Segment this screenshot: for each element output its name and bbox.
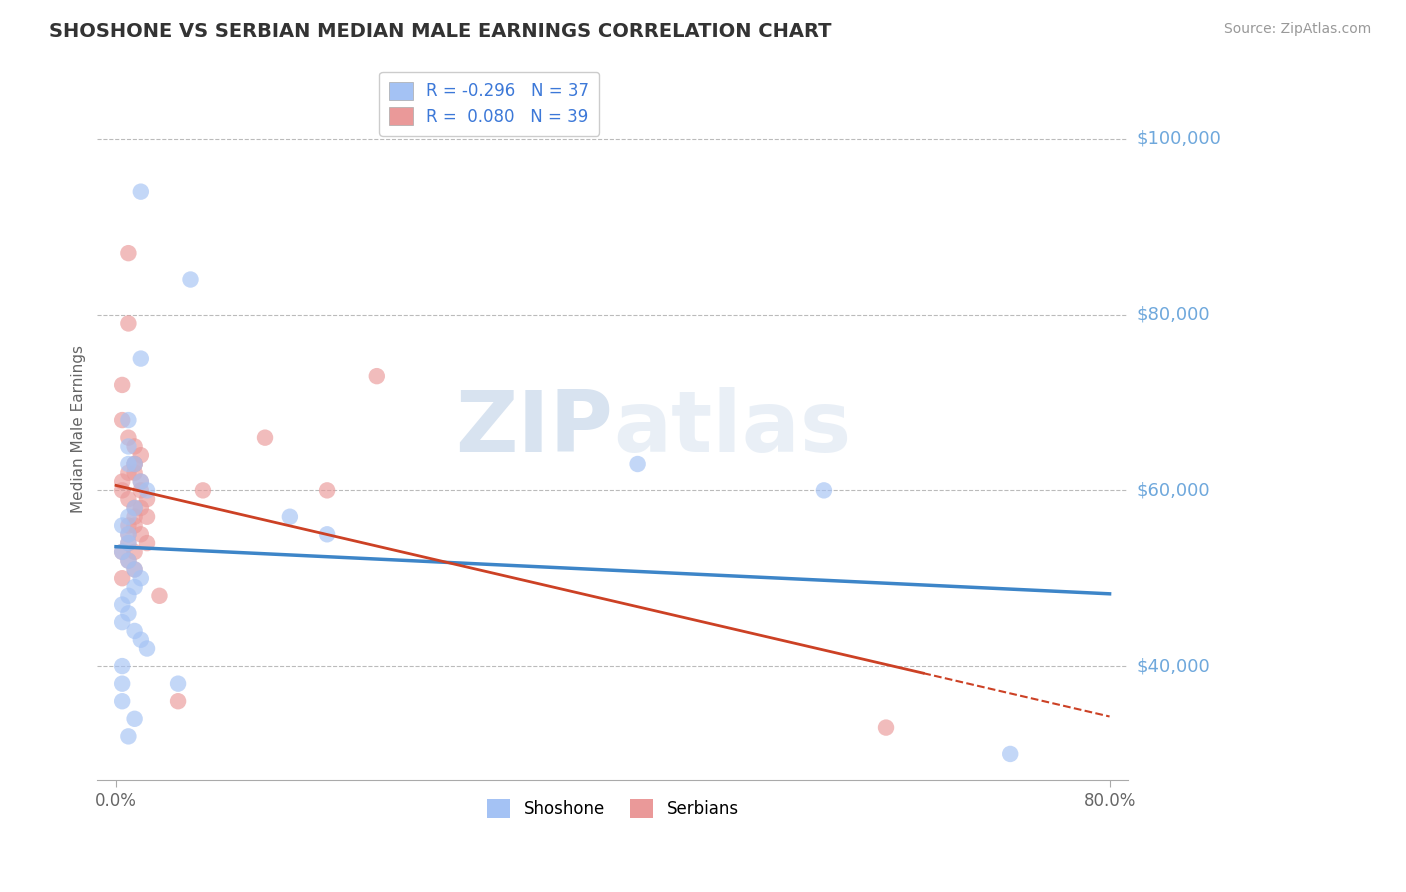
Point (117, 527, 139, 541)
Point (117, 518, 139, 533)
Point (111, 615, 134, 629)
Point (191, 483, 214, 498)
Point (167, 694, 190, 708)
Point (136, 509, 159, 524)
Text: ZIP: ZIP (456, 387, 613, 470)
Point (111, 659, 134, 673)
Point (111, 545, 134, 559)
Point (111, 475, 134, 489)
Point (117, 536, 139, 550)
Point (124, 439, 146, 453)
Point (124, 624, 146, 638)
Point (813, 483, 835, 498)
Point (136, 492, 159, 507)
Point (278, 509, 301, 524)
Point (124, 466, 146, 480)
Text: $40,000: $40,000 (1137, 657, 1211, 675)
Point (627, 457, 650, 471)
Point (136, 483, 159, 498)
Point (111, 598, 134, 612)
Point (129, 475, 152, 489)
Point (124, 457, 146, 471)
Point (316, 527, 339, 541)
Point (124, 457, 146, 471)
Point (124, 509, 146, 524)
Point (129, 448, 152, 462)
Point (124, 562, 146, 576)
Legend: Shoshone, Serbians: Shoshone, Serbians (481, 793, 745, 825)
Point (179, 272, 201, 286)
Point (124, 518, 146, 533)
Point (129, 185, 152, 199)
Point (253, 431, 276, 445)
Text: $100,000: $100,000 (1137, 130, 1222, 148)
Point (111, 518, 134, 533)
Point (117, 554, 139, 568)
Point (124, 580, 146, 594)
Point (117, 466, 139, 480)
Point (136, 641, 159, 656)
Point (129, 527, 152, 541)
Point (111, 676, 134, 690)
Point (117, 509, 139, 524)
Point (1000, 747, 1022, 761)
Text: SHOSHONE VS SERBIAN MEDIAN MALE EARNINGS CORRELATION CHART: SHOSHONE VS SERBIAN MEDIAN MALE EARNINGS… (49, 22, 832, 41)
Text: $80,000: $80,000 (1137, 306, 1211, 324)
Point (117, 317, 139, 331)
Point (117, 413, 139, 427)
Point (124, 545, 146, 559)
Point (111, 378, 134, 392)
Point (129, 475, 152, 489)
Point (875, 721, 897, 735)
Point (117, 607, 139, 621)
Point (117, 492, 139, 507)
Text: $60,000: $60,000 (1137, 482, 1211, 500)
Point (117, 536, 139, 550)
Text: atlas: atlas (613, 387, 851, 470)
Point (117, 439, 139, 453)
Point (117, 457, 139, 471)
Point (124, 562, 146, 576)
Point (117, 554, 139, 568)
Point (117, 246, 139, 260)
Point (117, 730, 139, 744)
Point (117, 589, 139, 603)
Point (111, 694, 134, 708)
Point (129, 351, 152, 366)
Text: Source: ZipAtlas.com: Source: ZipAtlas.com (1223, 22, 1371, 37)
Point (117, 527, 139, 541)
Point (316, 483, 339, 498)
Point (124, 500, 146, 515)
Point (124, 712, 146, 726)
Point (129, 500, 152, 515)
Point (366, 369, 388, 384)
Point (124, 500, 146, 515)
Point (117, 431, 139, 445)
Y-axis label: Median Male Earnings: Median Male Earnings (72, 345, 86, 513)
Point (129, 483, 152, 498)
Point (111, 483, 134, 498)
Point (124, 457, 146, 471)
Point (111, 545, 134, 559)
Point (129, 571, 152, 585)
Point (111, 571, 134, 585)
Point (129, 632, 152, 647)
Point (167, 676, 190, 690)
Point (111, 413, 134, 427)
Point (148, 589, 170, 603)
Point (136, 536, 159, 550)
